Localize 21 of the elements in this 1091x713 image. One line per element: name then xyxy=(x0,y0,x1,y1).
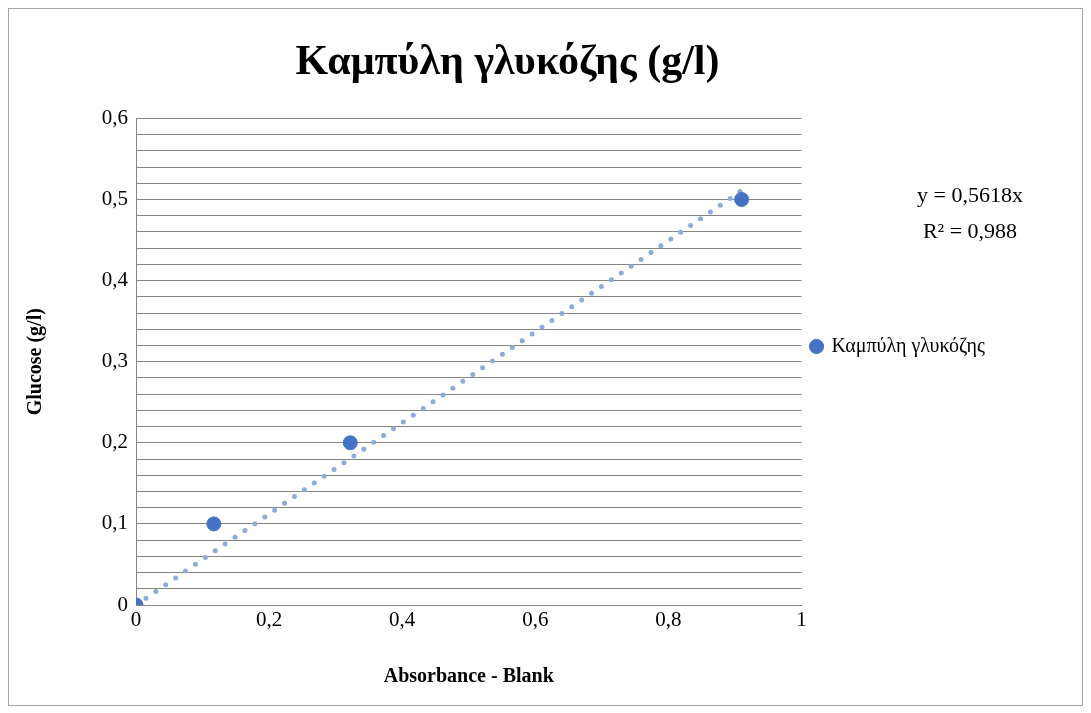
point xyxy=(734,192,750,207)
y-tick-label: 0 xyxy=(117,591,128,616)
x-tick-label: 0,6 xyxy=(522,607,549,632)
point xyxy=(206,516,222,532)
x-tick-label: 0,4 xyxy=(389,607,416,632)
y-axis-title: Glucose (g/l) xyxy=(23,308,47,416)
y-tick-label: 0,3 xyxy=(101,348,128,373)
x-tick-label: 0,2 xyxy=(255,607,283,632)
y-tick-label: 0,6 xyxy=(101,104,128,129)
x-axis-title: Absorbance - Blank xyxy=(383,664,555,687)
y-tick-label: 0,1 xyxy=(101,510,128,535)
x-tick-label: 0,8 xyxy=(655,607,682,632)
chart-title: Καμπύλη γλυκόζης (g/l) xyxy=(295,37,720,85)
y-tick-label: 0,5 xyxy=(101,186,128,211)
y-tick-label: 0,4 xyxy=(101,267,129,292)
text: y = 0,5618x xyxy=(917,181,1023,207)
x-tick-label: 1 xyxy=(796,607,807,632)
legend-label: Καμπύλη γλυκόζης xyxy=(831,333,986,357)
text: R² = 0,988 xyxy=(922,217,1018,243)
y-tick-label: 0,2 xyxy=(101,429,128,454)
point xyxy=(342,435,358,451)
